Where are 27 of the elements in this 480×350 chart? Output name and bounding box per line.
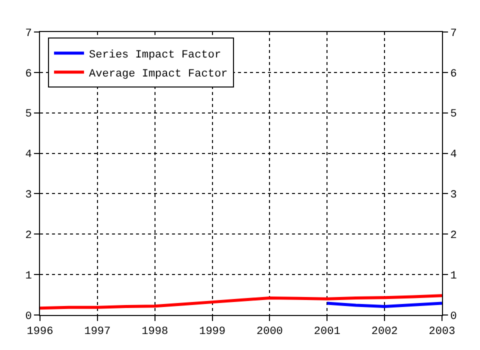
- y2-tick-label: 7: [450, 28, 457, 40]
- y2-tick-label: 0: [450, 310, 457, 323]
- y-tick-label: 5: [25, 108, 32, 121]
- y-tick-label: 2: [25, 230, 32, 242]
- y2-tick-label: 2: [450, 230, 457, 242]
- x-tick-label: 2003: [428, 326, 456, 338]
- x-tick-label: 2002: [371, 326, 398, 338]
- x-tick-label: 1996: [26, 326, 54, 338]
- y2-tick-label: 3: [450, 190, 457, 202]
- y-tick-label: 0: [25, 310, 32, 323]
- x-tick-label: 1999: [199, 326, 226, 338]
- y2-tick-label: 4: [450, 149, 458, 162]
- x-tick-label: 2001: [314, 326, 341, 338]
- y2-tick-label: 5: [450, 108, 457, 121]
- y-tick-label: 7: [25, 28, 32, 40]
- y-tick-label: 4: [25, 149, 32, 162]
- legend-label: Series Impact Factor: [89, 49, 222, 62]
- line-series: [40, 294, 442, 310]
- legend-label: Average Impact Factor: [89, 68, 228, 80]
- x-tick-label: 2000: [256, 326, 283, 338]
- y-tick-label: 1: [25, 270, 32, 282]
- x-tick-label: 1998: [142, 326, 168, 338]
- y2-tick-label: 1: [450, 270, 458, 282]
- y2-tick-label: 6: [450, 68, 457, 80]
- x-tick-label: 1997: [84, 326, 111, 338]
- y-tick-label: 3: [25, 190, 32, 202]
- y-tick-label: 6: [25, 68, 32, 80]
